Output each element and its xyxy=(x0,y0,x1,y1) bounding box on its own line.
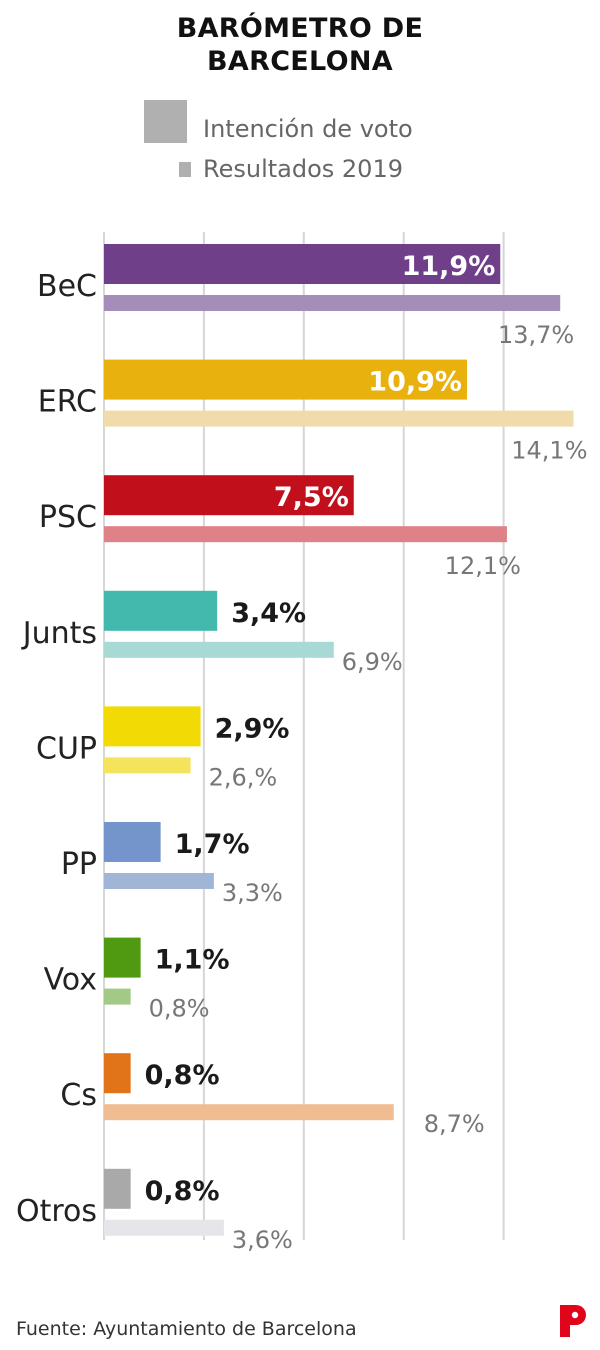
legend: Intención de voto Resultados 2019 xyxy=(0,0,600,200)
category-label: Junts xyxy=(21,616,97,651)
results-bar xyxy=(104,757,191,774)
legend-swatch-intention xyxy=(144,100,187,143)
intention-value-label: 1,7% xyxy=(175,829,250,860)
intention-value-label: 10,9% xyxy=(368,367,462,398)
intention-bar xyxy=(104,822,161,862)
intention-value-label: 2,9% xyxy=(215,713,290,744)
intention-value-label: 0,8% xyxy=(145,1060,220,1091)
results-value-label: 14,1% xyxy=(511,437,587,465)
intention-bar xyxy=(104,590,218,631)
results-value-label: 3,6% xyxy=(232,1226,293,1254)
intention-value-label: 11,9% xyxy=(402,251,496,282)
results-value-label: 3,3% xyxy=(222,879,283,907)
intention-bar xyxy=(104,359,467,400)
bar-chart: BeC 11,9% 13,7% ERC 10,9% 14,1% PSC 7,5% 12,1% Ju… xyxy=(16,232,588,1254)
intention-value-label: 1,1% xyxy=(155,945,230,976)
intention-value-label: 7,5% xyxy=(274,482,349,513)
category-label: CUP xyxy=(36,731,97,766)
results-value-label: 12,1% xyxy=(445,552,521,580)
legend-label-intention: Intención de voto xyxy=(203,115,413,143)
intention-bar xyxy=(104,1168,131,1209)
chart-title: BARÓMETRO DE BARCELONA xyxy=(0,12,600,78)
results-bar xyxy=(104,988,131,1005)
category-label: PP xyxy=(61,847,97,882)
category-label: Cs xyxy=(60,1078,97,1113)
intention-bar xyxy=(104,244,501,284)
intention-bar xyxy=(104,706,201,747)
results-bar xyxy=(104,410,574,427)
results-bar xyxy=(104,641,334,658)
source-note: Fuente: Ayuntamiento de Barcelona xyxy=(16,1318,357,1340)
results-value-label: 0,8% xyxy=(149,995,210,1023)
publisher-p-logo-icon xyxy=(560,1305,586,1337)
category-label: ERC xyxy=(38,385,97,420)
results-bar xyxy=(104,873,214,889)
results-value-label: 8,7% xyxy=(424,1110,485,1138)
results-value-label: 6,9% xyxy=(342,648,403,676)
category-label: Otros xyxy=(16,1194,97,1229)
intention-bar xyxy=(104,1053,131,1094)
intention-bar xyxy=(104,475,354,516)
intention-bar xyxy=(104,937,141,978)
results-bar xyxy=(104,1219,224,1236)
results-bar xyxy=(104,295,561,311)
category-label: BeC xyxy=(37,269,97,304)
intention-value-label: 3,4% xyxy=(231,598,306,629)
legend-swatch-results xyxy=(179,162,191,177)
title-line-2: BARCELONA xyxy=(207,46,393,77)
category-label: PSC xyxy=(39,500,97,535)
legend-label-results: Resultados 2019 xyxy=(203,155,403,183)
results-value-label: 2,6,% xyxy=(209,763,278,791)
title-line-1: BARÓMETRO DE xyxy=(176,13,424,44)
results-value-label: 13,7% xyxy=(498,321,574,349)
results-bar xyxy=(104,1104,394,1121)
results-bar xyxy=(104,526,507,543)
category-label: Vox xyxy=(44,963,97,998)
intention-value-label: 0,8% xyxy=(145,1176,220,1207)
